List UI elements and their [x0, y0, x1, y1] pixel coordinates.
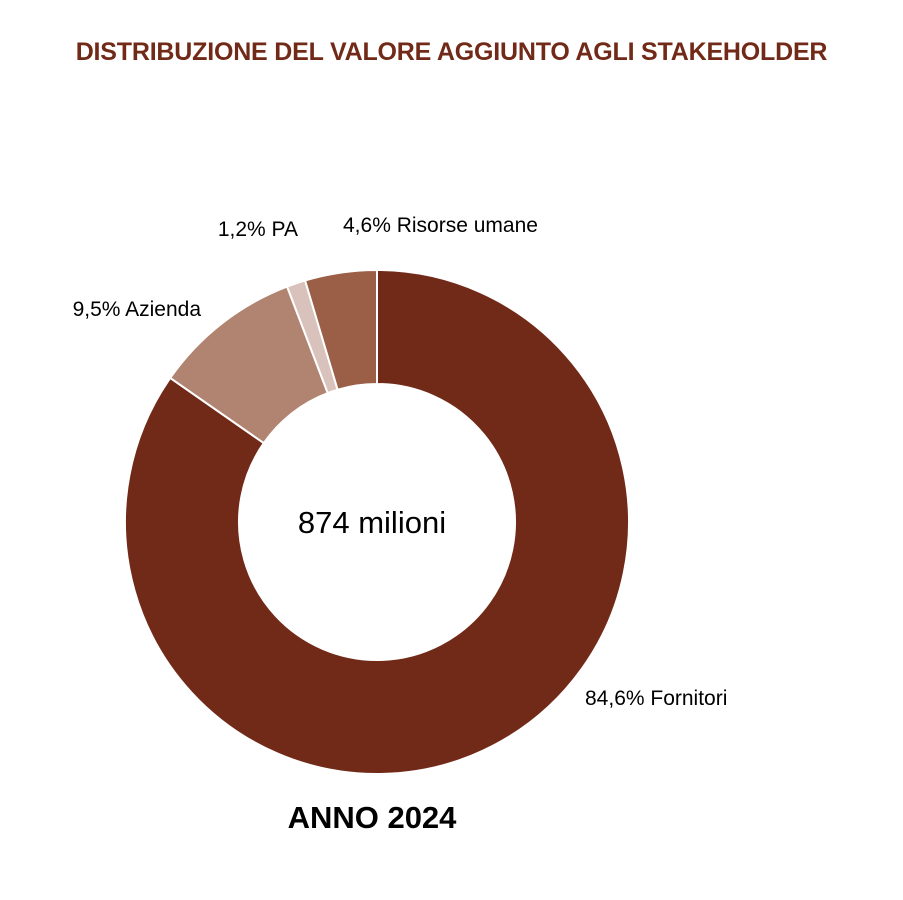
- slice-label-risorse-umane: 4,6% Risorse umane: [343, 214, 538, 237]
- donut-slice-fornitori: [124, 268, 630, 775]
- donut-slices: [124, 268, 630, 775]
- slice-label-pa: 1,2% PA: [218, 218, 298, 241]
- slice-label-fornitori: 84,6% Fornitori: [585, 687, 727, 710]
- donut-slice-risorse-umane: [303, 268, 378, 391]
- slice-label-azienda: 9,5% Azienda: [73, 298, 202, 321]
- slice-labels: 84,6% Fornitori 9,5% Azienda 1,2% PA 4,6% R…: [73, 214, 728, 710]
- chart-title: DISTRIBUZIONE DEL VALORE AGGIUNTO AGLI S…: [75, 38, 828, 66]
- year-label: ANNO 2024: [287, 800, 457, 835]
- center-total-label: 874 milioni: [298, 505, 446, 540]
